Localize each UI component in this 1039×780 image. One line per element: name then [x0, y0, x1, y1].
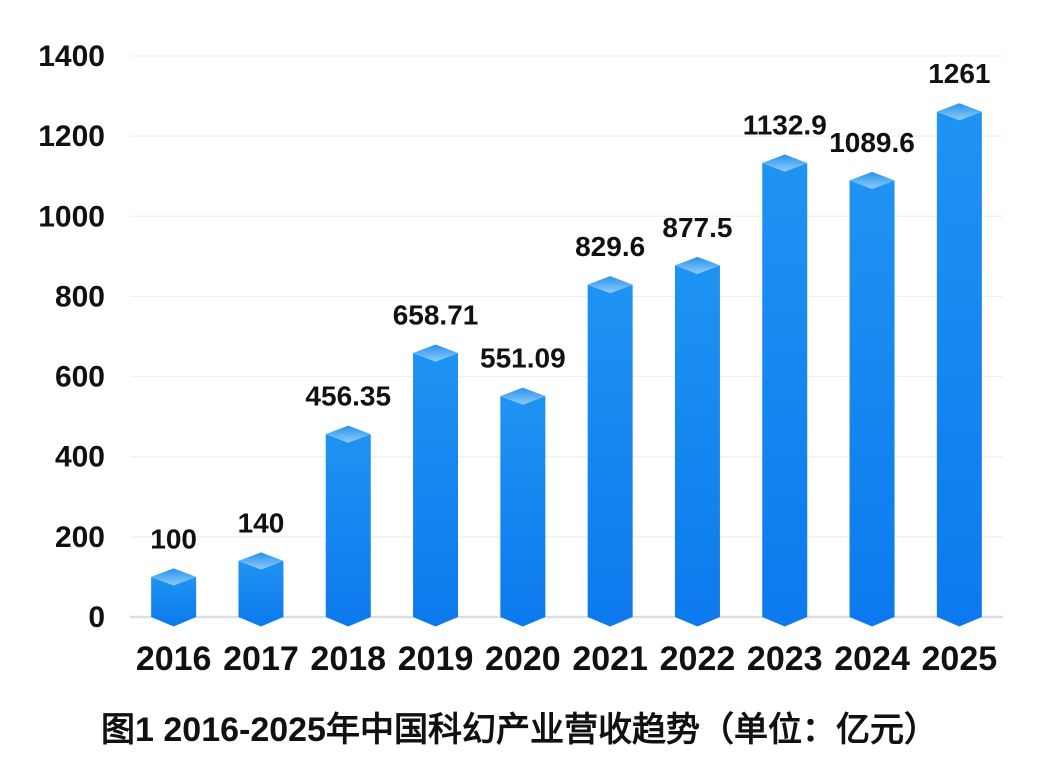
bar-top-face: [674, 256, 720, 274]
chart-title: 图1 2016-2025年中国科幻产业营收趋势（单位：亿元）: [101, 711, 938, 749]
value-label-2025: 1261: [928, 58, 990, 89]
bar-top-face: [325, 425, 371, 443]
x-label-2019: 2019: [398, 640, 474, 678]
bar-body: [500, 396, 546, 627]
bar-top-face: [238, 552, 284, 570]
y-axis-tick-labels: 0 200 400 600 800 1000 1200 1400: [38, 40, 105, 634]
bar-top-face: [762, 154, 808, 172]
value-label-2016: 100: [150, 523, 197, 554]
bar-body: [762, 163, 808, 627]
bar-2022: [674, 256, 720, 627]
value-label-2019: 658.71: [393, 300, 479, 331]
bar-2024: [849, 171, 895, 627]
bar-body: [413, 353, 459, 627]
bar-2020: [500, 387, 546, 627]
bar-2017: [238, 552, 284, 627]
bar-body: [325, 434, 371, 627]
x-label-2018: 2018: [310, 640, 386, 678]
y-tick-label-800: 800: [55, 280, 105, 313]
y-tick-label-200: 200: [55, 521, 105, 554]
y-tick-label-400: 400: [55, 441, 105, 474]
bar-top-face: [936, 103, 982, 121]
value-label-2024: 1089.6: [829, 127, 915, 158]
y-tick-label-1400: 1400: [38, 40, 105, 73]
value-label-2020: 551.09: [480, 343, 566, 374]
bar-body: [238, 560, 284, 627]
bar-2021: [587, 276, 633, 627]
value-label-2023: 1132.9: [743, 110, 827, 141]
bar-body: [674, 265, 720, 627]
x-label-2025: 2025: [922, 640, 998, 678]
value-label-2017: 140: [238, 507, 285, 538]
bar-top-face: [151, 568, 197, 586]
value-label-2022: 877.5: [662, 212, 732, 243]
y-tick-label-0: 0: [88, 601, 105, 634]
bar-body: [587, 284, 633, 627]
x-label-2020: 2020: [485, 640, 561, 678]
x-label-2016: 2016: [136, 640, 212, 678]
bar-2019: [413, 344, 459, 627]
bar-top-face: [587, 276, 633, 294]
bar-body: [151, 576, 197, 627]
x-axis-category-labels: 2016 2017 2018 2019 2020 2021 2022 2023 2024 2025: [136, 640, 997, 678]
x-label-2021: 2021: [572, 640, 648, 678]
value-label-2021: 829.6: [575, 231, 645, 262]
bar-top-face: [413, 344, 459, 362]
bar-2025: [936, 103, 982, 627]
y-tick-label-600: 600: [55, 361, 105, 394]
bar-body: [936, 111, 982, 627]
x-label-2024: 2024: [834, 640, 910, 678]
x-label-2023: 2023: [747, 640, 823, 678]
bar-2023: [762, 154, 808, 627]
x-label-2022: 2022: [660, 640, 736, 678]
bar-2018: [325, 425, 371, 627]
y-tick-label-1200: 1200: [38, 120, 105, 153]
bar-2016: [151, 568, 197, 627]
value-label-2018: 456.35: [305, 381, 391, 412]
y-tick-label-1000: 1000: [38, 200, 105, 233]
bar-top-face: [849, 171, 895, 189]
x-label-2017: 2017: [223, 640, 299, 678]
bar-top-face: [500, 387, 546, 405]
bars: [151, 103, 982, 627]
bar-body: [849, 180, 895, 627]
